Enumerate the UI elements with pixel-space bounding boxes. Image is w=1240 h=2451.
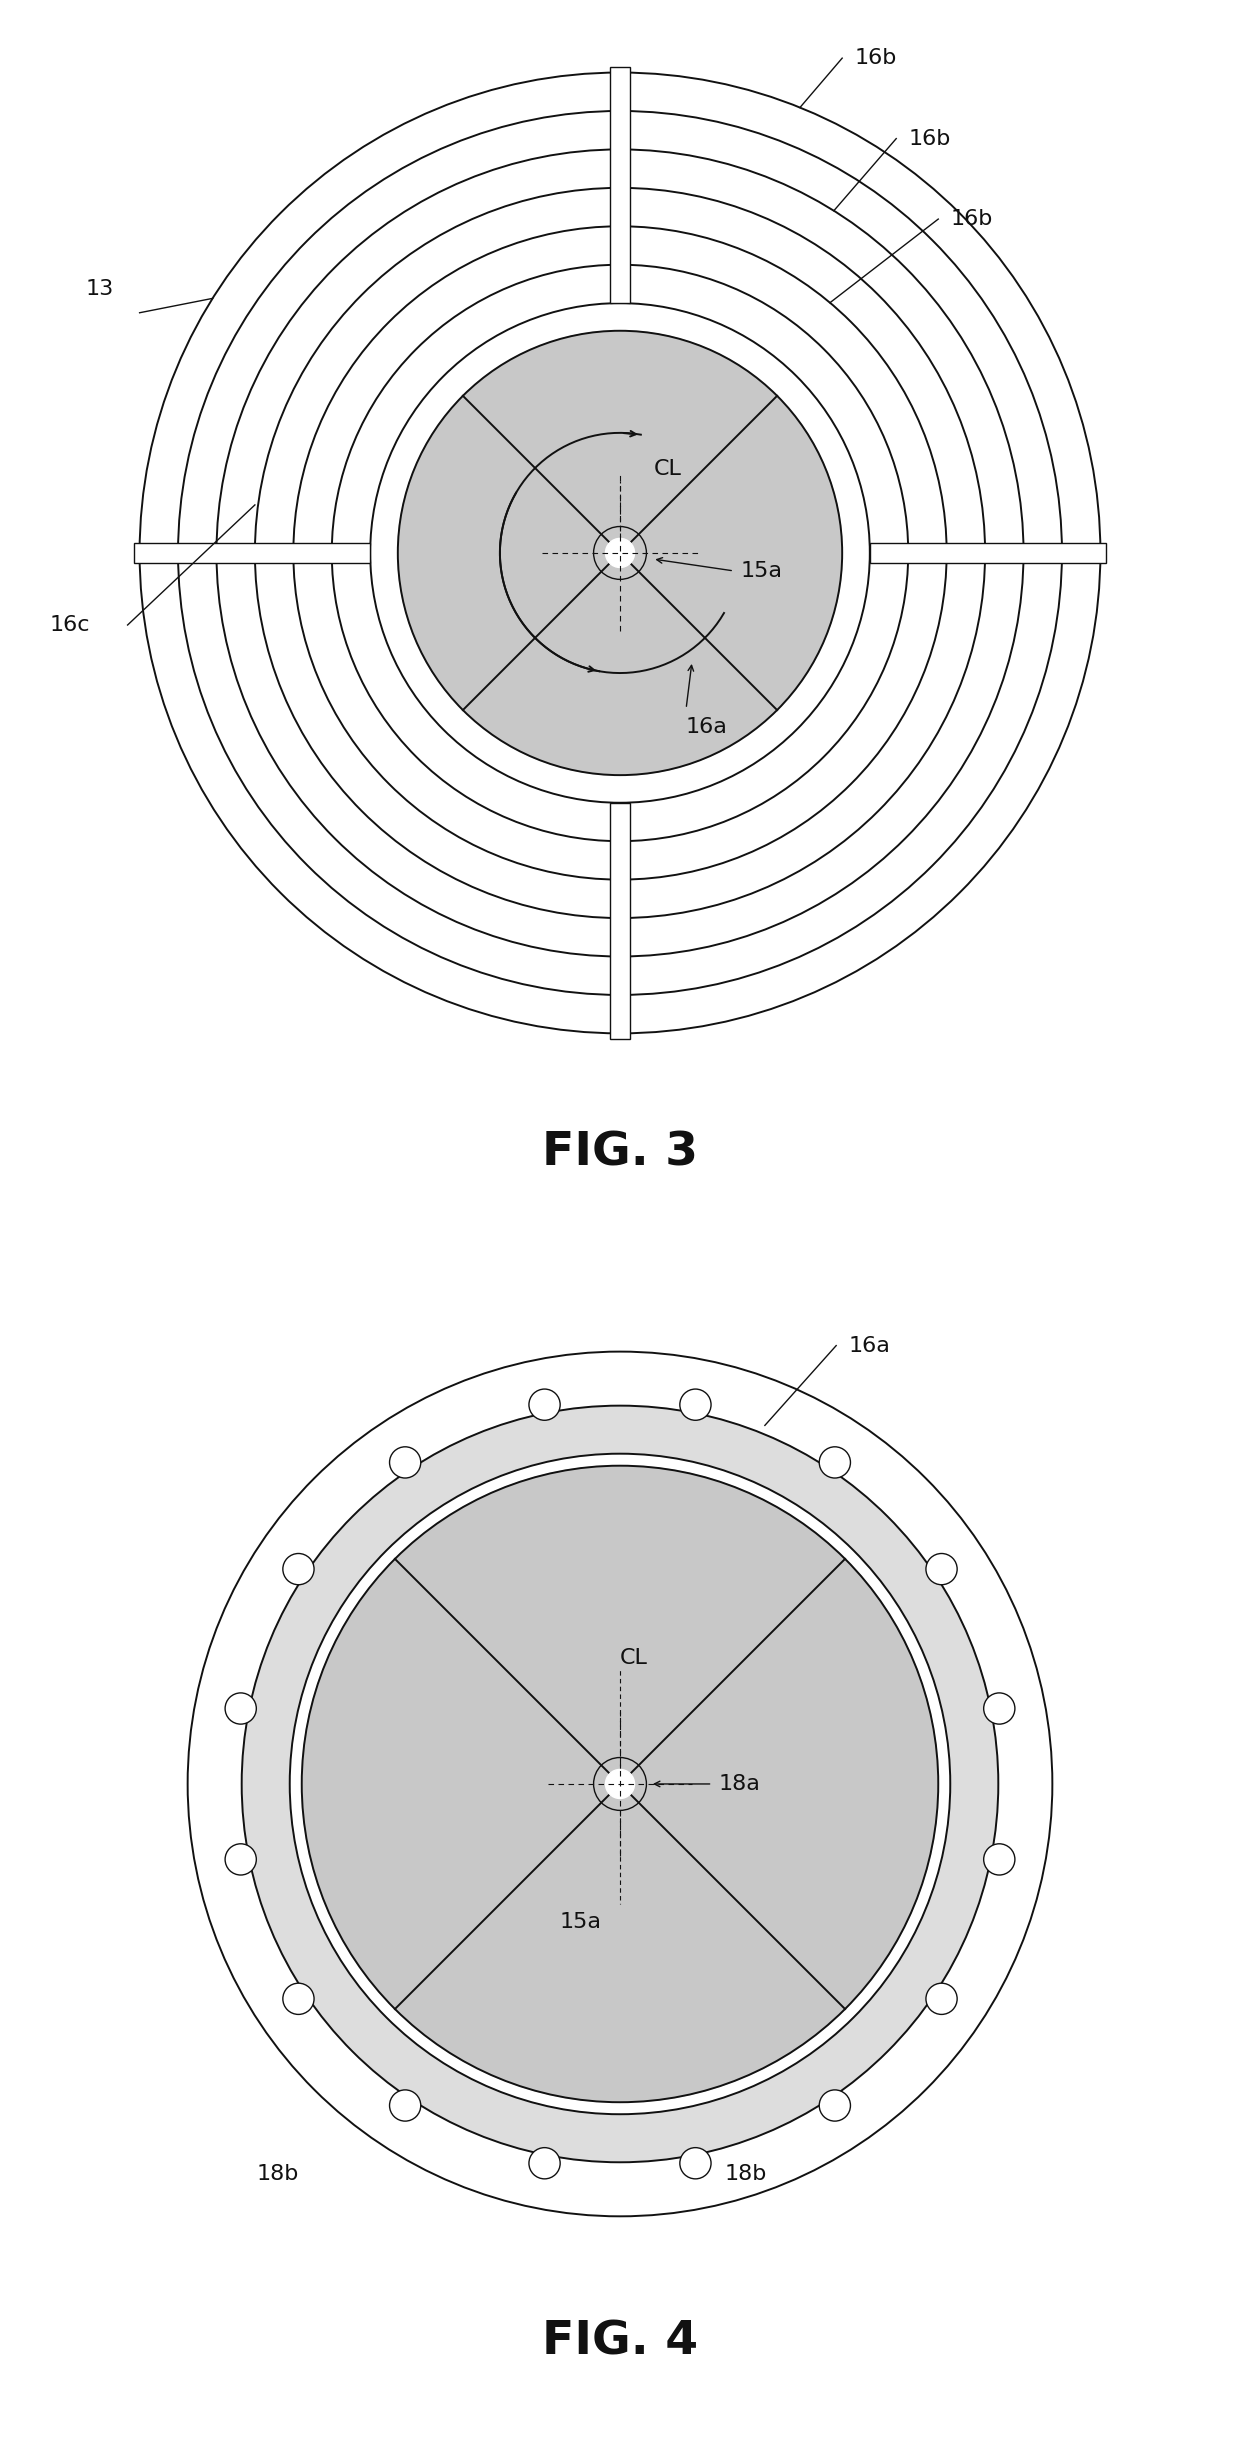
Polygon shape — [620, 397, 842, 711]
Polygon shape — [620, 1559, 939, 2010]
Text: 15a: 15a — [560, 1912, 601, 1931]
Circle shape — [983, 1694, 1014, 1723]
Polygon shape — [396, 1784, 844, 2103]
Circle shape — [680, 2147, 711, 2179]
Circle shape — [926, 1554, 957, 1586]
Text: 16b: 16b — [908, 127, 951, 150]
Circle shape — [820, 1446, 851, 1478]
Circle shape — [820, 2091, 851, 2120]
Text: 16b: 16b — [854, 49, 897, 69]
Text: 18a: 18a — [718, 1775, 760, 1794]
Text: 16b: 16b — [950, 208, 993, 228]
Bar — [134, 544, 371, 564]
Polygon shape — [301, 1559, 620, 2010]
Circle shape — [926, 1983, 957, 2015]
Polygon shape — [396, 1466, 844, 1784]
Bar — [869, 544, 1106, 564]
Polygon shape — [242, 1407, 998, 2162]
Circle shape — [680, 1390, 711, 1419]
Circle shape — [389, 2091, 420, 2120]
Circle shape — [983, 1843, 1014, 1875]
Text: FIG. 3: FIG. 3 — [542, 1130, 698, 1176]
Text: 18b: 18b — [725, 2164, 768, 2184]
Text: 18b: 18b — [257, 2164, 299, 2184]
Text: 16a: 16a — [848, 1336, 890, 1355]
Circle shape — [529, 2147, 560, 2179]
Text: 16a: 16a — [686, 718, 728, 738]
Circle shape — [226, 1694, 257, 1723]
Bar — [610, 66, 630, 304]
Circle shape — [529, 1390, 560, 1419]
Text: CL: CL — [620, 1647, 647, 1667]
Circle shape — [283, 1983, 314, 2015]
Text: 15a: 15a — [740, 561, 782, 581]
Circle shape — [226, 1843, 257, 1875]
Text: 13: 13 — [86, 279, 114, 299]
Bar — [610, 804, 630, 1039]
Circle shape — [283, 1554, 314, 1586]
Text: CL: CL — [653, 458, 682, 478]
Text: 16c: 16c — [50, 615, 91, 635]
Circle shape — [605, 539, 635, 569]
Polygon shape — [463, 554, 777, 775]
Polygon shape — [398, 397, 620, 711]
Polygon shape — [463, 331, 777, 554]
Circle shape — [389, 1446, 420, 1478]
Circle shape — [605, 1770, 635, 1799]
Text: FIG. 4: FIG. 4 — [542, 2321, 698, 2365]
